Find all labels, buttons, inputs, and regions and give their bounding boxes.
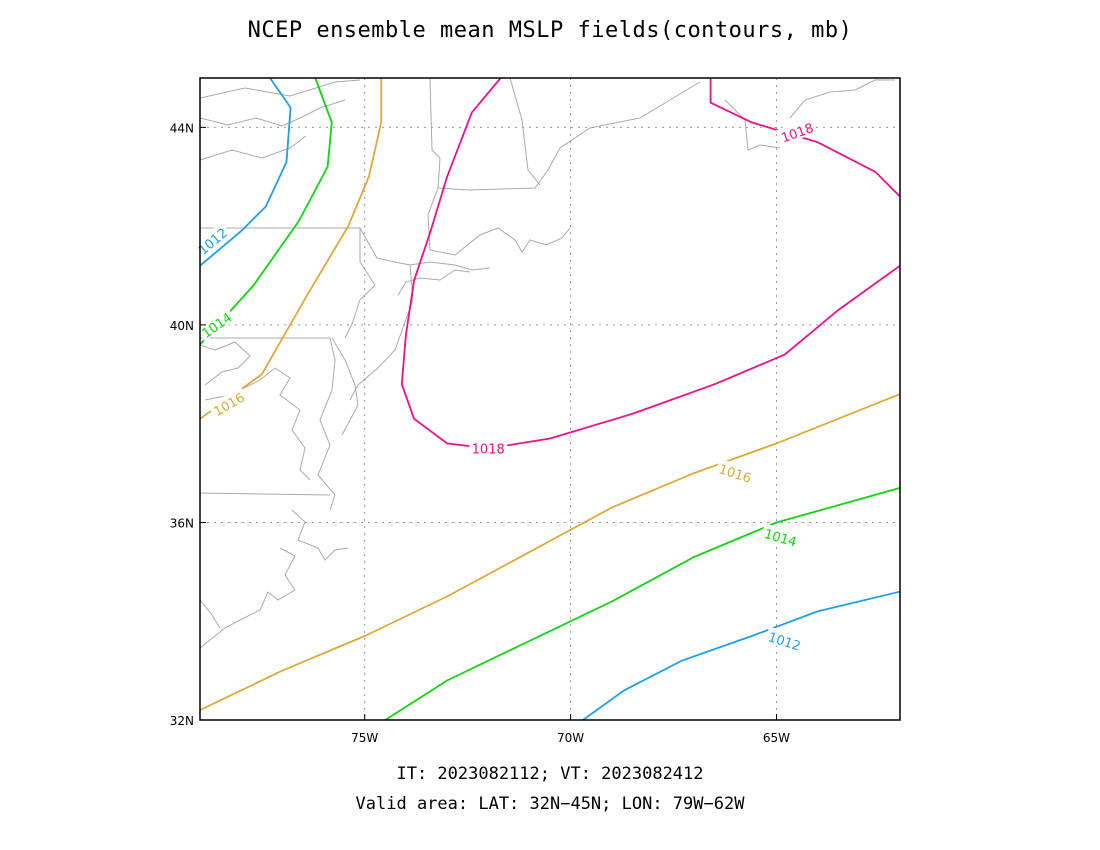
coastline — [200, 547, 296, 649]
x-tick-label: 70W — [557, 731, 584, 745]
state-border — [200, 227, 376, 339]
coastline — [200, 337, 336, 511]
coastline — [349, 264, 414, 401]
init-valid-time: IT: 2023082112; VT: 2023082412 — [396, 764, 704, 784]
plot-frame — [199, 77, 901, 721]
coastline — [429, 78, 701, 191]
isobar-1012 — [200, 78, 292, 267]
contour-label-text: 1014 — [762, 527, 798, 551]
coastline — [200, 599, 221, 629]
coastline — [789, 79, 895, 119]
isobar-1014 — [200, 78, 333, 346]
contour-label-text: 1016 — [717, 462, 753, 486]
y-tick-label: 44N — [170, 121, 194, 135]
contour-layer — [200, 78, 900, 720]
contour-label-text: 1012 — [766, 630, 802, 654]
contour-label-1012: 1012 — [764, 626, 806, 655]
y-tick-label: 32N — [170, 714, 194, 728]
contour-label-1018: 1018 — [776, 117, 818, 146]
coastline — [291, 509, 349, 561]
contour-label-1018: 1018 — [469, 439, 508, 457]
contour-label-text: 1018 — [779, 121, 815, 146]
x-tick-label: 65W — [763, 731, 790, 745]
coastline — [200, 341, 251, 386]
isobar-1016 — [200, 393, 900, 711]
state-border — [509, 78, 541, 186]
axis-ticks: 75W 70W 65W 32N 36N 40N 44N — [170, 121, 790, 745]
contour-label-text: 1018 — [472, 442, 505, 457]
y-tick-label: 36N — [170, 516, 194, 530]
coastline — [200, 99, 346, 127]
contour-label-1016: 1016 — [715, 458, 757, 487]
coastline — [427, 187, 571, 256]
coastline — [200, 135, 307, 161]
y-tick-label: 40N — [170, 319, 194, 333]
isobar-1014 — [384, 487, 900, 720]
state-border — [200, 492, 331, 496]
isobar-1012 — [582, 590, 900, 720]
x-tick-label: 75W — [351, 731, 378, 745]
coastline — [397, 269, 471, 296]
coastline — [200, 79, 361, 99]
coastline — [724, 99, 781, 151]
contour-label-1016: 1016 — [207, 386, 249, 420]
chart-title: NCEP ensemble mean MSLP fields(contours,… — [247, 18, 853, 43]
coastline — [274, 367, 311, 481]
isobar-1016 — [200, 78, 383, 420]
contour-label-1014: 1014 — [760, 523, 802, 551]
coastline — [331, 337, 359, 436]
coastline-layer — [200, 78, 895, 649]
valid-area: Valid area: LAT: 32N−45N; LON: 79W−62W — [355, 794, 745, 814]
isobar-1018 — [400, 78, 900, 450]
gridlines — [200, 78, 900, 720]
